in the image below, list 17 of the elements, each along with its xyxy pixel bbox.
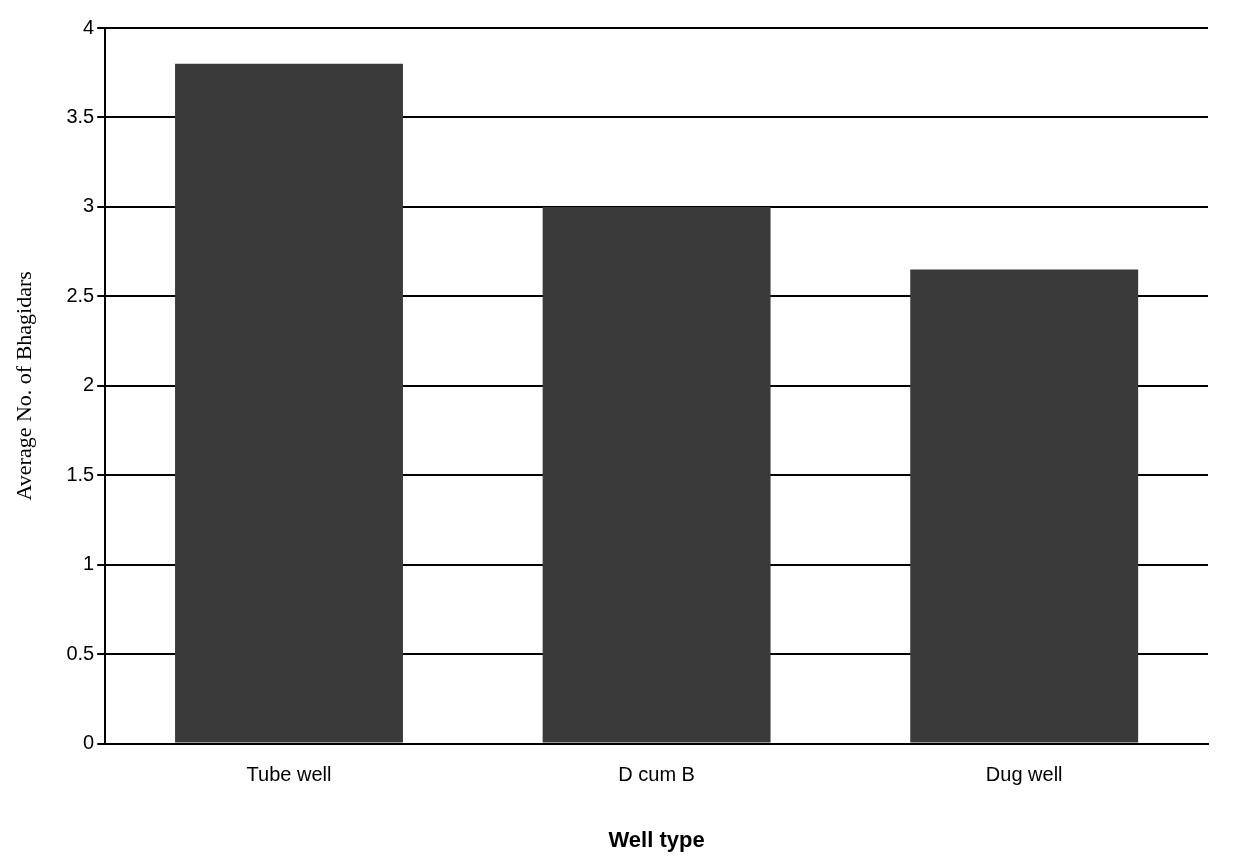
y-tick-label: 4	[83, 15, 95, 38]
y-tick-label: 2.5	[66, 283, 95, 306]
y-tick-label: 2	[83, 373, 95, 396]
y-tick-label: 3.5	[66, 104, 95, 127]
y-axis-title: Average No. of Bhagidars	[10, 271, 36, 501]
bar	[910, 269, 1139, 743]
y-tick-label: 1.5	[66, 462, 95, 485]
y-tick-label: 1	[83, 552, 95, 575]
x-tick-label: Tube well	[246, 763, 332, 786]
y-tick-label: 0	[83, 731, 95, 754]
x-tick-label: D cum B	[618, 763, 695, 786]
x-axis-title: Well type	[608, 826, 705, 852]
bar	[175, 63, 403, 743]
y-tick-label: 3	[83, 194, 95, 217]
y-tick-label: 0.5	[66, 641, 95, 664]
bar	[542, 206, 771, 743]
x-tick-label: Dug well	[985, 763, 1063, 786]
